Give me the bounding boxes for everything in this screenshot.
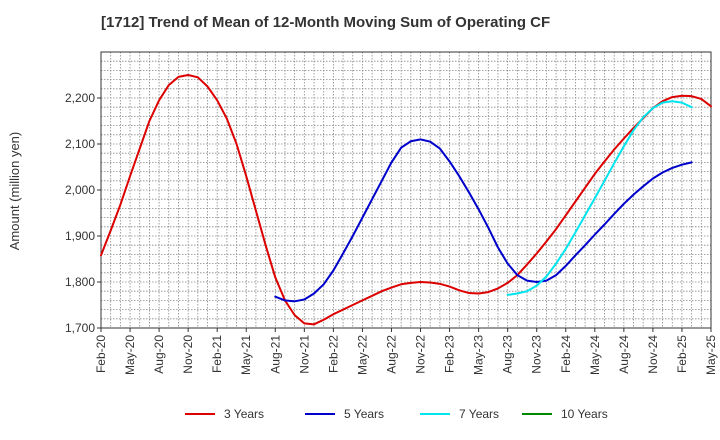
x-tick-label: Nov-20 bbox=[181, 335, 195, 374]
x-tick-label: Aug-20 bbox=[152, 335, 166, 374]
x-tick-label: Feb-22 bbox=[326, 335, 340, 373]
legend-7-years-label: 7 Years bbox=[459, 407, 499, 421]
x-tick-label: Aug-24 bbox=[617, 335, 631, 374]
x-tick-label: Feb-23 bbox=[443, 335, 457, 373]
legend-5-years-label: 5 Years bbox=[344, 407, 384, 421]
legend-3-years-label: 3 Years bbox=[224, 407, 264, 421]
x-tick-label: Aug-23 bbox=[501, 335, 515, 374]
x-tick-label: Feb-20 bbox=[94, 335, 108, 373]
x-tick-label: May-23 bbox=[472, 335, 486, 375]
series-lines bbox=[100, 74, 712, 326]
x-tick-label: Feb-24 bbox=[559, 335, 573, 373]
x-tick-label: May-25 bbox=[704, 335, 718, 375]
x-tick-label: May-20 bbox=[123, 335, 137, 375]
y-tick-label: 1,900 bbox=[65, 229, 95, 243]
x-tick-label: May-22 bbox=[355, 335, 369, 375]
x-tick-label: Nov-24 bbox=[646, 335, 660, 374]
plot-area bbox=[100, 51, 712, 329]
x-tick-label: May-21 bbox=[239, 335, 253, 375]
series-line-3-years bbox=[100, 74, 712, 326]
y-tick-label: 2,200 bbox=[65, 91, 95, 105]
x-axis: Feb-20 May-20 Aug-20 Nov-20 Feb-21 May-21 Aug-… bbox=[94, 328, 718, 375]
x-tick-label: Nov-22 bbox=[414, 335, 428, 374]
x-tick-label: Aug-22 bbox=[384, 335, 398, 374]
series-line-7-years bbox=[506, 100, 693, 296]
x-tick-label: Aug-21 bbox=[268, 335, 282, 374]
x-tick-label: Nov-23 bbox=[530, 335, 544, 374]
y-tick-label: 2,100 bbox=[65, 137, 95, 151]
x-tick-label: Feb-25 bbox=[675, 335, 689, 373]
y-tick-label: 2,000 bbox=[65, 183, 95, 197]
series-line-5-years bbox=[274, 138, 693, 303]
legend: 3 Years 5 Years 7 Years 10 Years bbox=[185, 407, 608, 421]
x-tick-label: Nov-21 bbox=[297, 335, 311, 374]
x-tick-label: May-24 bbox=[588, 335, 602, 375]
x-tick-label: Feb-21 bbox=[210, 335, 224, 373]
chart-title: [1712] Trend of Mean of 12-Month Moving … bbox=[101, 14, 550, 31]
legend-10-years-label: 10 Years bbox=[561, 407, 608, 421]
y-tick-label: 1,800 bbox=[65, 275, 95, 289]
y-tick-label: 1,700 bbox=[65, 321, 95, 335]
y-axis-label: Amount (million yen) bbox=[7, 132, 22, 251]
y-axis: 1,700 1,800 1,900 2,000 2,100 2,200 bbox=[65, 91, 101, 335]
